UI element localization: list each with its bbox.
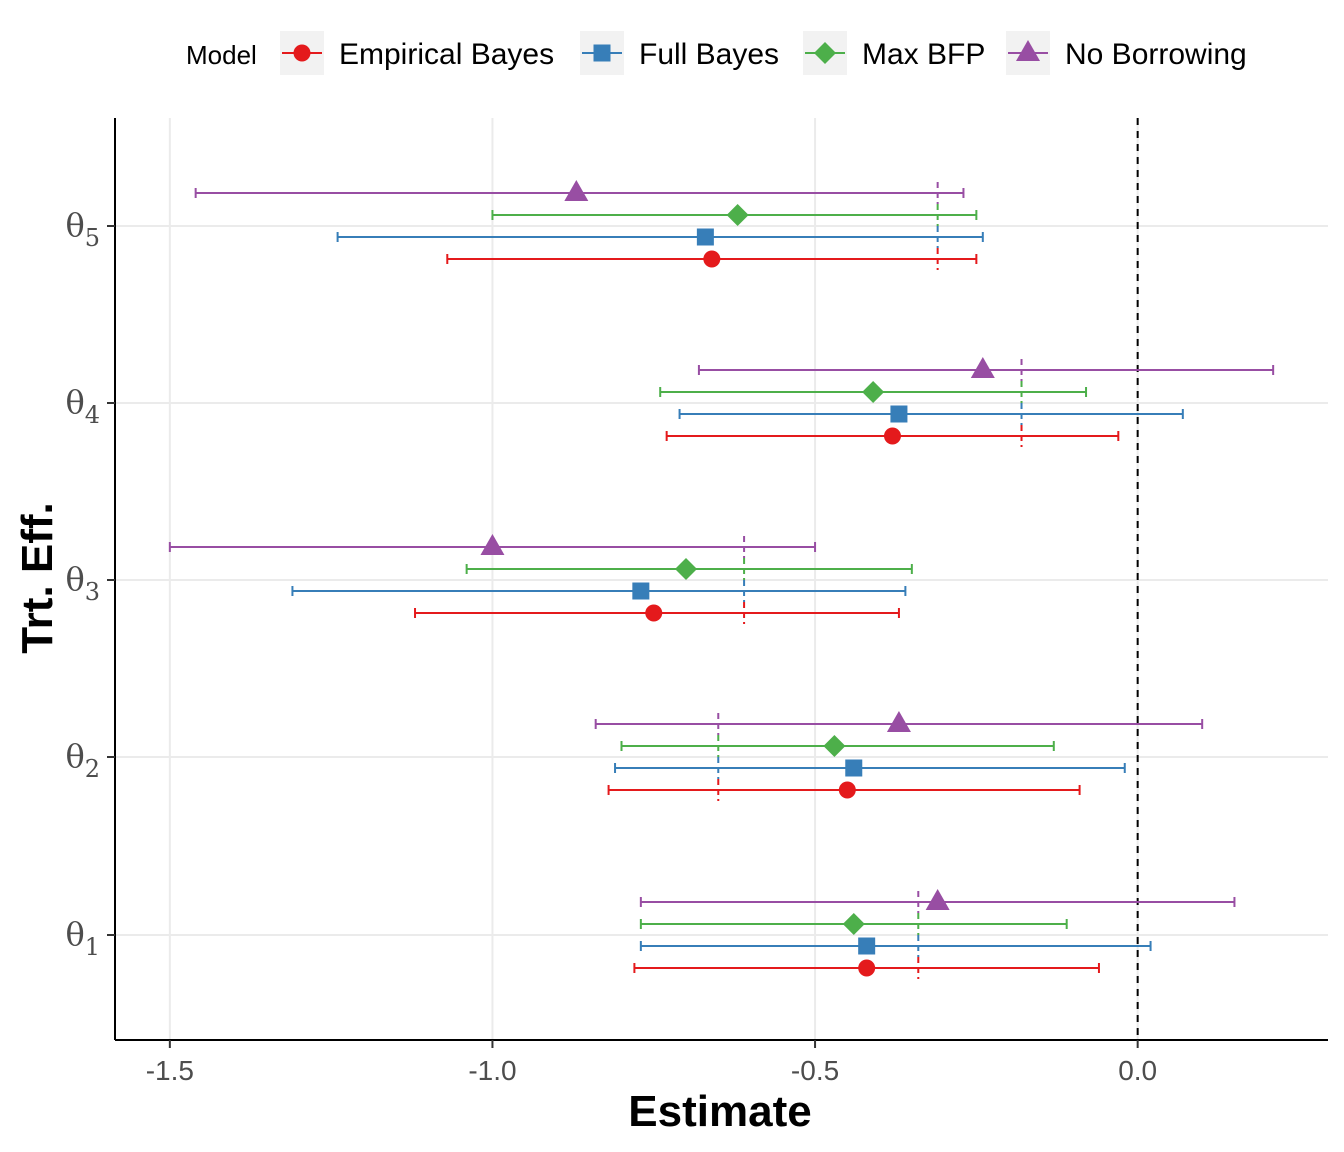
point-estimate: [703, 250, 721, 268]
series-layer: [168, 180, 1275, 977]
x-tick-label: -0.5: [791, 1055, 839, 1086]
y-tick-label: θ2: [65, 737, 100, 783]
legend-item: Max BFP: [803, 31, 985, 75]
point-estimate: [645, 604, 663, 622]
point-estimate: [632, 582, 650, 600]
legend-key-marker: [593, 44, 611, 62]
x-tick-label: -1.5: [146, 1055, 194, 1086]
point-estimate: [838, 781, 856, 799]
point-estimate: [858, 937, 876, 955]
point-estimate: [564, 180, 589, 201]
point-estimate: [480, 534, 505, 555]
point-estimate: [886, 711, 911, 732]
point-estimate: [925, 889, 950, 910]
point-estimate: [862, 381, 885, 403]
legend-item: No Borrowing: [1006, 31, 1247, 75]
point-estimate: [858, 959, 876, 977]
series-empirical-bayes: [414, 250, 1120, 977]
point-estimate: [842, 913, 865, 935]
legend-key-marker: [814, 42, 836, 64]
y-tick-label: θ5: [65, 206, 100, 252]
y-axis-title: Trt. Eff.: [13, 502, 62, 654]
point-estimate: [883, 427, 901, 445]
point-estimate: [675, 558, 698, 580]
legend-key-marker: [1016, 40, 1040, 61]
point-estimate: [726, 204, 749, 226]
point-estimate: [890, 405, 908, 423]
legend-key-marker: [293, 44, 311, 62]
y-tick-label: θ4: [65, 383, 100, 429]
legend-item: Full Bayes: [580, 31, 779, 75]
point-estimate: [970, 357, 995, 378]
series-no-borrowing: [168, 180, 1275, 910]
y-tick-label: θ3: [65, 560, 100, 606]
legend-item: Empirical Bayes: [280, 31, 554, 75]
point-estimate: [845, 759, 863, 777]
x-tick-label: -1.0: [468, 1055, 516, 1086]
legend-label: Max BFP: [862, 38, 985, 71]
legend-label: Empirical Bayes: [339, 38, 554, 71]
axes: -1.5 -1.0 -0.5 0.0 θ1 θ2 θ3 θ4 θ5: [65, 118, 1328, 1086]
grid-layer: [115, 118, 1328, 1040]
point-estimate: [696, 228, 714, 246]
series-max-bfp: [465, 204, 1088, 935]
point-estimate: [823, 735, 846, 757]
y-tick-label: θ1: [65, 915, 100, 961]
series-full-bayes: [291, 228, 1184, 955]
legend-title: Model: [186, 40, 257, 70]
legend-label: Full Bayes: [639, 38, 779, 71]
x-tick-label: 0.0: [1118, 1055, 1157, 1086]
legend: Model Empirical Bayes Full Bayes Max BFP No …: [186, 31, 1247, 75]
legend-label: No Borrowing: [1065, 38, 1247, 71]
x-axis-title: Estimate: [628, 1087, 811, 1136]
